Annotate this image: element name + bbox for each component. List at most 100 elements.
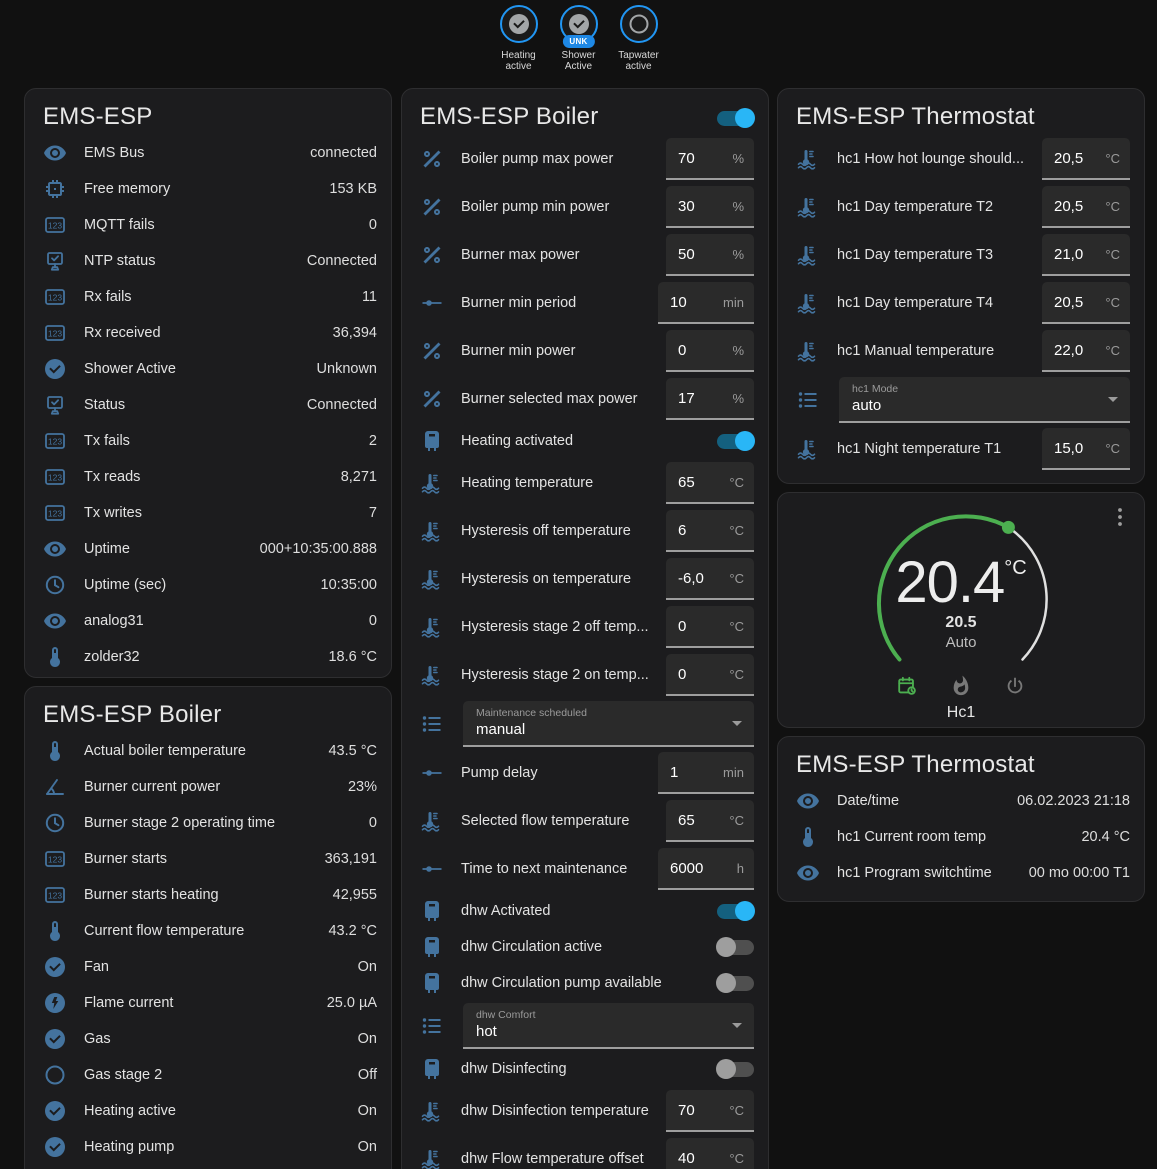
check-circle-icon xyxy=(43,955,67,979)
select-label: hc1 Mode xyxy=(852,383,899,395)
number-input[interactable]: 1 min xyxy=(658,752,754,794)
entity-row[interactable]: Burner stage 2 operating time 0 xyxy=(39,805,377,841)
toggle-switch[interactable] xyxy=(716,973,754,993)
toggle-knob[interactable] xyxy=(716,937,736,957)
toggle-switch[interactable] xyxy=(716,1059,754,1079)
number-input[interactable]: 10 min xyxy=(658,282,754,324)
entity-state: On xyxy=(357,1139,377,1155)
entity-row[interactable]: 123 Rx received 36,394 xyxy=(39,315,377,351)
entity-row[interactable]: hc1 Program switchtime 00 mo 00:00 T1 xyxy=(792,855,1130,891)
number-input[interactable]: 65 °C xyxy=(666,800,754,842)
entity-row[interactable]: Actual boiler temperature 43.5 °C xyxy=(39,733,377,769)
entity-row[interactable]: Flame current 25.0 µA xyxy=(39,985,377,1021)
number-input[interactable]: 0 °C xyxy=(666,654,754,696)
entity-row[interactable]: Shower Active Unknown xyxy=(39,351,377,387)
fire-icon[interactable] xyxy=(950,675,972,697)
number-input[interactable]: 70 °C xyxy=(666,1090,754,1132)
dial-track-arc xyxy=(1012,529,1048,661)
entity-row[interactable]: Free memory 153 KB xyxy=(39,171,377,207)
list-icon xyxy=(796,388,820,412)
power-icon[interactable] xyxy=(1004,675,1026,697)
more-options-icon[interactable] xyxy=(1108,505,1132,529)
counter-icon: 123 xyxy=(43,883,67,907)
badge-shower-active[interactable]: UNK Shower Active xyxy=(551,5,607,72)
number-input[interactable]: 0 °C xyxy=(666,606,754,648)
entity-row[interactable]: 123 Rx fails 11 xyxy=(39,279,377,315)
entity-row[interactable]: analog31 0 xyxy=(39,603,377,639)
number-input[interactable]: 30% xyxy=(666,186,754,228)
check-circle-icon xyxy=(507,12,531,36)
entity-row[interactable]: EMS Bus connected xyxy=(39,135,377,171)
entity-row[interactable]: Heating active On xyxy=(39,1093,377,1129)
entity-row[interactable]: Date/time 06.02.2023 21:18 xyxy=(792,783,1130,819)
select-field[interactable]: hc1 Mode auto xyxy=(839,377,1130,423)
entity-row[interactable]: Burner current power 23% xyxy=(39,769,377,805)
entity-row[interactable]: zolder32 18.6 °C xyxy=(39,639,377,675)
entity-row[interactable]: Uptime 000+10:35:00.888 xyxy=(39,531,377,567)
thermostat-dial[interactable]: 20.4°C 20.5 Auto xyxy=(866,507,1056,669)
number-row: Hysteresis stage 2 off temp... 0 °C xyxy=(416,603,754,651)
calendar-clock-icon[interactable] xyxy=(896,675,918,697)
number-input[interactable]: -6,0 °C xyxy=(666,558,754,600)
entity-row[interactable]: Gas stage 2 Off xyxy=(39,1057,377,1093)
toggle-knob[interactable] xyxy=(716,1059,736,1079)
number-input[interactable]: 20,5 °C xyxy=(1042,186,1130,228)
number-input[interactable]: 22,0 °C xyxy=(1042,330,1130,372)
water-boiler-icon xyxy=(420,971,444,995)
badge-label: Heating active xyxy=(501,50,536,72)
number-input[interactable]: 50% xyxy=(666,234,754,276)
badge-heating-active[interactable]: Heating active xyxy=(491,5,547,72)
entity-row[interactable]: 123 Burner starts heating 42,955 xyxy=(39,877,377,913)
number-input[interactable]: 70% xyxy=(666,138,754,180)
dial-handle[interactable] xyxy=(1001,520,1015,534)
entity-row[interactable]: 123 Tx writes 7 xyxy=(39,495,377,531)
select-field[interactable]: Maintenance scheduled manual xyxy=(463,701,754,747)
number-input[interactable]: 65 °C xyxy=(666,462,754,504)
toggle-knob[interactable] xyxy=(735,431,755,451)
badge-circle[interactable] xyxy=(619,5,658,43)
select-field[interactable]: dhw Comfort hot xyxy=(463,1003,754,1049)
number-value: 70 xyxy=(678,1101,695,1119)
badge-circle[interactable]: UNK xyxy=(559,5,598,48)
entity-row[interactable]: Current flow temperature 43.2 °C xyxy=(39,913,377,949)
number-input[interactable]: 20,5 °C xyxy=(1042,138,1130,180)
percent-icon xyxy=(420,339,444,363)
number-value: 70 xyxy=(678,149,695,167)
entity-state: 0 xyxy=(368,217,377,233)
svg-text:123: 123 xyxy=(48,329,62,339)
entity-row[interactable]: Gas On xyxy=(39,1021,377,1057)
entity-state: 43.2 °C xyxy=(328,923,377,939)
boiler-master-toggle[interactable] xyxy=(717,108,755,128)
badge-tapwater-active[interactable]: Tapwater active xyxy=(611,5,667,72)
entity-row[interactable]: Uptime (sec) 10:35:00 xyxy=(39,567,377,603)
number-input[interactable]: 6 °C xyxy=(666,510,754,552)
number-input[interactable]: 0% xyxy=(666,330,754,372)
toggle-switch[interactable] xyxy=(717,431,755,451)
number-input[interactable]: 17% xyxy=(666,378,754,420)
entity-row[interactable]: Fan On xyxy=(39,949,377,985)
entity-name: Burner max power xyxy=(461,247,580,263)
entity-row[interactable]: Status Connected xyxy=(39,387,377,423)
entity-row[interactable]: 123 MQTT fails 0 xyxy=(39,207,377,243)
entity-state: 363,191 xyxy=(324,851,377,867)
toggle-switch[interactable] xyxy=(716,937,754,957)
number-unit: °C xyxy=(729,618,744,634)
toggle-switch[interactable] xyxy=(717,901,755,921)
entity-name: dhw Flow temperature offset xyxy=(461,1151,644,1167)
entity-row[interactable]: hc1 Current room temp 20.4 °C xyxy=(792,819,1130,855)
toggle-knob[interactable] xyxy=(735,901,755,921)
number-input[interactable]: 20,5 °C xyxy=(1042,282,1130,324)
number-input[interactable]: 40 °C xyxy=(666,1138,754,1169)
entity-row[interactable]: 123 Tx reads 8,271 xyxy=(39,459,377,495)
number-input[interactable]: 6000 h xyxy=(658,848,754,890)
coolant-temp-icon xyxy=(420,615,444,639)
entity-row[interactable]: Heating pump On xyxy=(39,1129,377,1165)
check-circle-icon xyxy=(43,1027,67,1051)
badge-circle[interactable] xyxy=(499,5,538,43)
toggle-knob[interactable] xyxy=(716,973,736,993)
number-input[interactable]: 21,0 °C xyxy=(1042,234,1130,276)
entity-row[interactable]: 123 Tx fails 2 xyxy=(39,423,377,459)
entity-row[interactable]: NTP status Connected xyxy=(39,243,377,279)
entity-row[interactable]: 123 Burner starts 363,191 xyxy=(39,841,377,877)
number-input[interactable]: 15,0 °C xyxy=(1042,428,1130,470)
